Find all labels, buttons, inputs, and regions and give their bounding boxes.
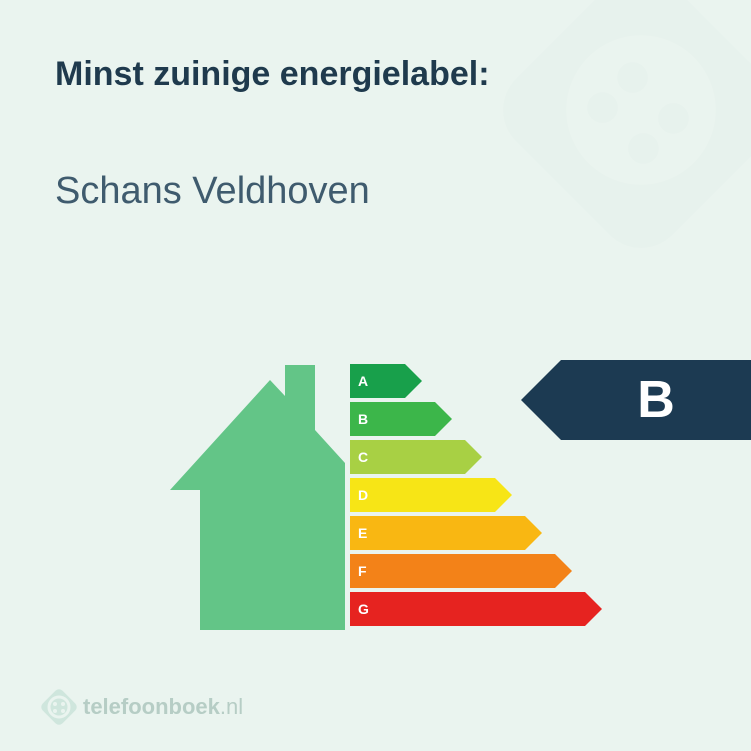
energy-bar xyxy=(350,516,525,550)
footer: telefoonboek.nl xyxy=(45,693,243,721)
footer-brand-tld: .nl xyxy=(220,694,243,719)
energy-bar-row: G xyxy=(350,592,650,626)
energy-bar-row: E xyxy=(350,516,650,550)
selected-letter: B xyxy=(637,370,675,430)
energy-bar-label: A xyxy=(358,364,368,398)
watermark-icon xyxy=(471,0,751,280)
energy-bar-row: D xyxy=(350,478,650,512)
house-icon xyxy=(170,350,345,630)
energy-bar-label: C xyxy=(358,440,368,474)
selected-arrow-body: B xyxy=(561,360,751,440)
energy-bar xyxy=(350,554,555,588)
energy-bar-row: C xyxy=(350,440,650,474)
energy-bar-label: D xyxy=(358,478,368,512)
selected-label-arrow: B xyxy=(561,360,751,440)
energy-bar-label: B xyxy=(358,402,368,436)
subtitle-text: Schans Veldhoven xyxy=(55,170,370,213)
footer-logo-icon xyxy=(39,687,79,727)
house-path xyxy=(170,360,345,630)
energy-bar xyxy=(350,478,495,512)
energy-bar xyxy=(350,592,585,626)
selected-arrow-triangle xyxy=(521,360,561,440)
energy-bar-row: F xyxy=(350,554,650,588)
footer-brand-name: telefoonboek xyxy=(83,694,220,719)
energy-label-card: Minst zuinige energielabel: Schans Veldh… xyxy=(0,0,751,751)
title-text: Minst zuinige energielabel: xyxy=(55,55,490,94)
energy-bar-label: G xyxy=(358,592,369,626)
energy-bar-label: E xyxy=(358,516,367,550)
energy-bar-label: F xyxy=(358,554,367,588)
footer-brand-text: telefoonboek.nl xyxy=(83,694,243,720)
